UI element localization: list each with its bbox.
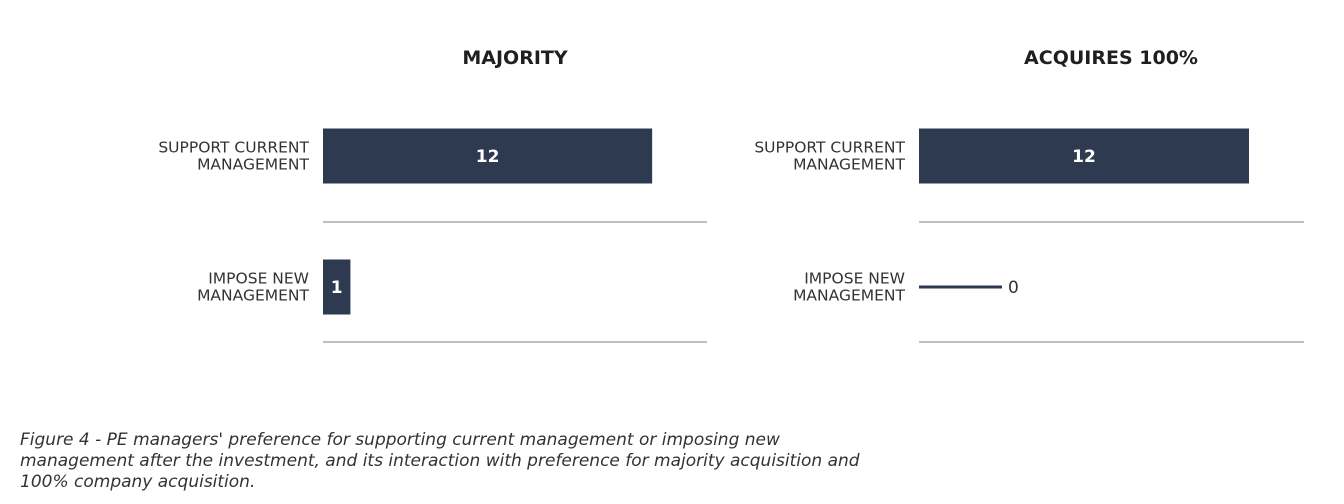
bar-value-label: 0 [1008,278,1019,298]
bar [323,128,653,184]
panel-title: ACQUIRES 100% [1024,47,1198,69]
category-label: IMPOSE NEW MANAGEMENT [197,270,309,305]
category-label: IMPOSE NEW MANAGEMENT [793,270,905,305]
category-label: SUPPORT CURRENT MANAGEMENT [754,139,905,174]
bar [323,259,351,315]
bar-value-label: 12 [1072,147,1096,167]
panel-title: MAJORITY [462,47,567,69]
figure-caption: Figure 4 - PE managers' preference for s… [20,430,860,492]
bar-value-label: 12 [476,147,500,167]
bar [919,128,1249,184]
category-label: SUPPORT CURRENT MANAGEMENT [158,139,309,174]
bar-chart: MAJORITY SUPPORT CURRENT MANAGEMENT 12 IMPOS… [158,47,1304,343]
bar-value-label: 1 [331,278,343,298]
